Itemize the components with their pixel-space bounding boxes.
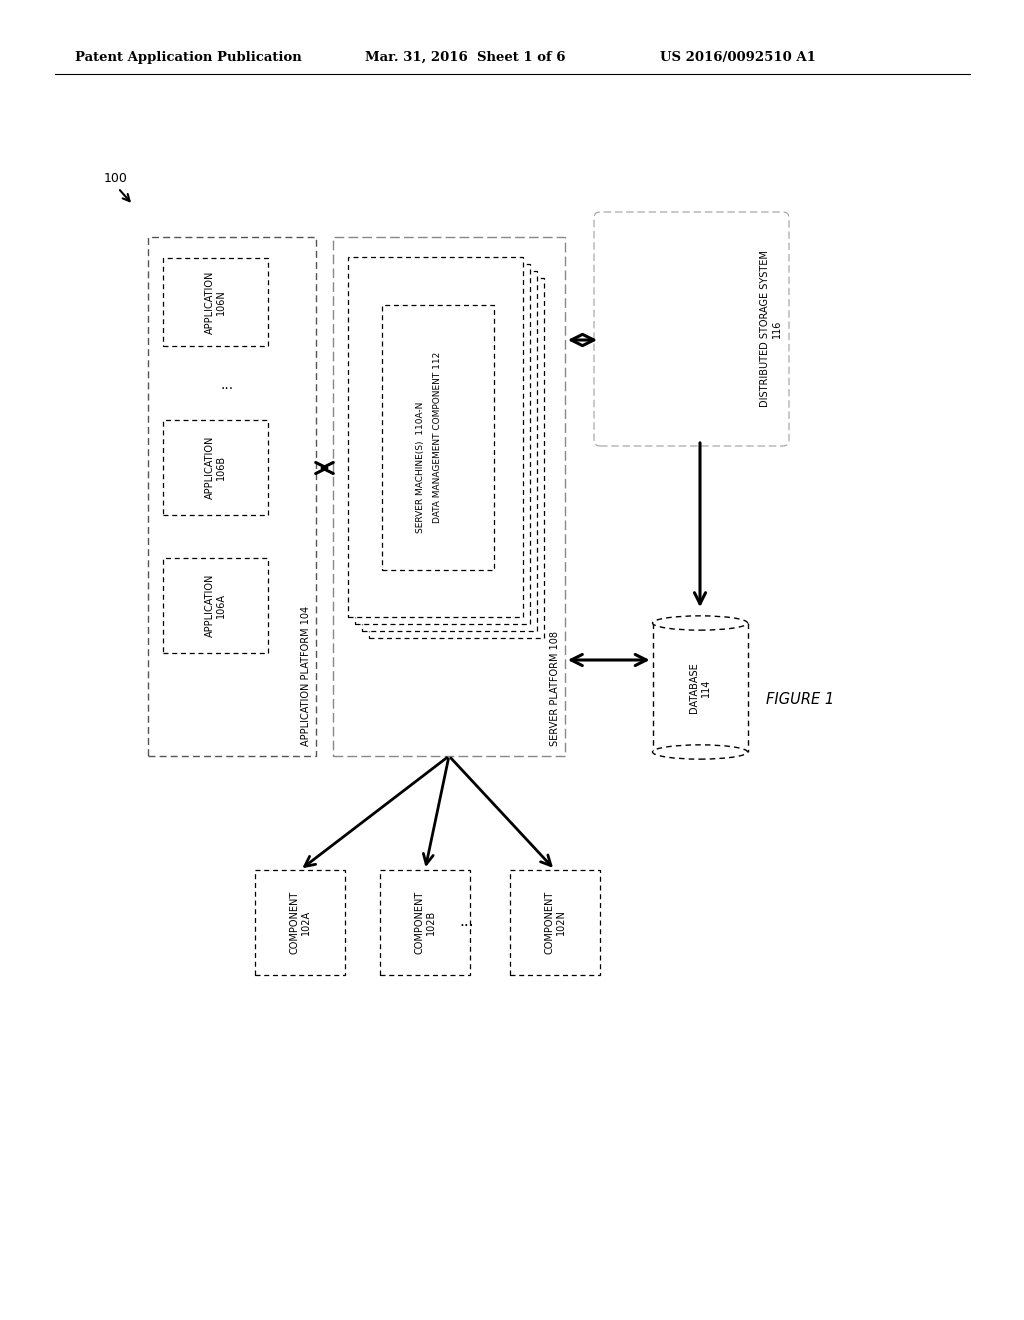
Text: COMPONENT
102A: COMPONENT 102A bbox=[289, 891, 311, 954]
Text: DATA MANAGEMENT COMPONENT 112: DATA MANAGEMENT COMPONENT 112 bbox=[433, 352, 442, 523]
FancyBboxPatch shape bbox=[382, 305, 494, 570]
Text: COMPONENT
102B: COMPONENT 102B bbox=[414, 891, 436, 954]
Text: DATABASE
114: DATABASE 114 bbox=[689, 663, 711, 713]
Text: US 2016/0092510 A1: US 2016/0092510 A1 bbox=[660, 50, 816, 63]
FancyBboxPatch shape bbox=[362, 271, 537, 631]
Text: DISTRIBUTED STORAGE SYSTEM
116: DISTRIBUTED STORAGE SYSTEM 116 bbox=[760, 251, 781, 408]
Ellipse shape bbox=[652, 616, 748, 630]
FancyBboxPatch shape bbox=[369, 279, 544, 638]
Text: APPLICATION
106A: APPLICATION 106A bbox=[205, 574, 226, 638]
FancyBboxPatch shape bbox=[348, 257, 523, 616]
Text: APPLICATION PLATFORM 104: APPLICATION PLATFORM 104 bbox=[301, 606, 311, 746]
Text: ...: ... bbox=[460, 915, 474, 929]
Text: APPLICATION
106N: APPLICATION 106N bbox=[205, 271, 226, 334]
Text: SERVER PLATFORM 108: SERVER PLATFORM 108 bbox=[550, 631, 560, 746]
Text: FIGURE 1: FIGURE 1 bbox=[766, 693, 835, 708]
FancyBboxPatch shape bbox=[355, 264, 530, 624]
Text: 100: 100 bbox=[104, 172, 128, 185]
Text: Patent Application Publication: Patent Application Publication bbox=[75, 50, 302, 63]
Text: ...: ... bbox=[220, 378, 233, 392]
Text: APPLICATION
106B: APPLICATION 106B bbox=[205, 436, 226, 499]
Text: COMPONENT
102N: COMPONENT 102N bbox=[544, 891, 566, 954]
Ellipse shape bbox=[652, 744, 748, 759]
Text: Mar. 31, 2016  Sheet 1 of 6: Mar. 31, 2016 Sheet 1 of 6 bbox=[365, 50, 565, 63]
Bar bbox=[652, 623, 748, 752]
Text: SERVER MACHINE(S)  110A-N: SERVER MACHINE(S) 110A-N bbox=[416, 401, 425, 533]
